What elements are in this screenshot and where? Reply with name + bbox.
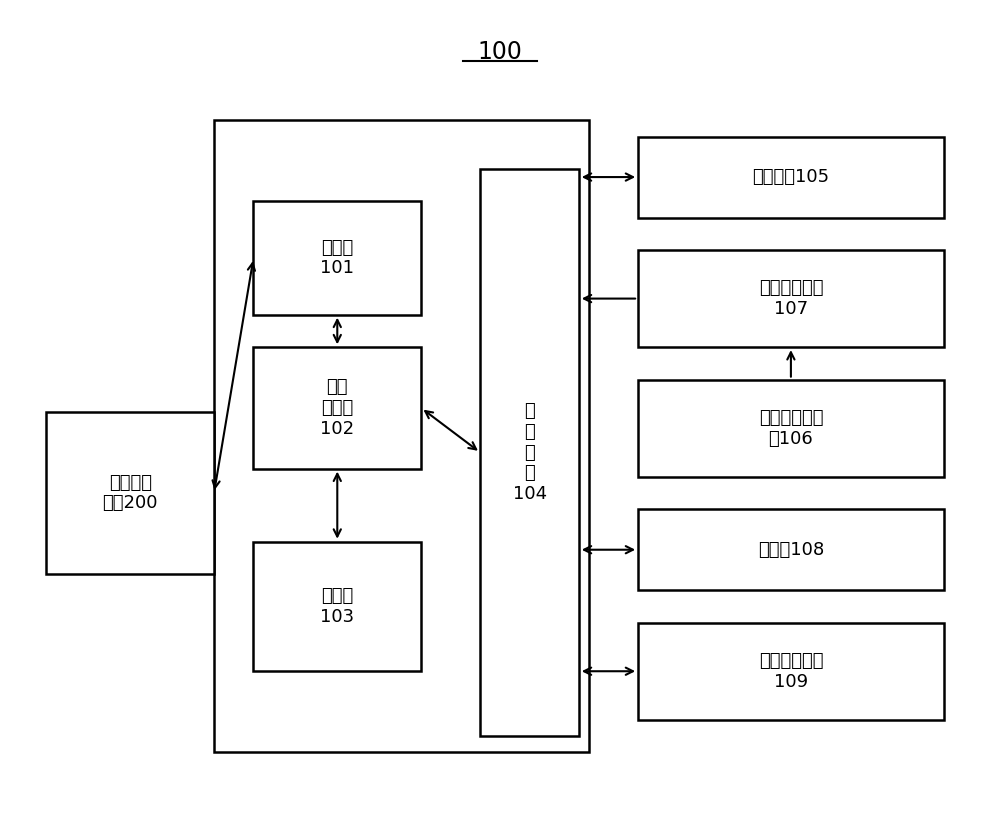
Text: 集成控制单元
109: 集成控制单元 109 bbox=[759, 652, 823, 691]
Text: 处理器
103: 处理器 103 bbox=[320, 587, 354, 625]
Bar bbox=[638, 137, 944, 218]
Text: 数据采集电路
107: 数据采集电路 107 bbox=[759, 279, 823, 318]
Bar bbox=[638, 250, 944, 347]
Text: 报警器108: 报警器108 bbox=[758, 541, 824, 559]
Text: 气体传感器阵
列106: 气体传感器阵 列106 bbox=[759, 409, 823, 447]
Bar bbox=[638, 509, 944, 590]
Text: 存储器
101: 存储器 101 bbox=[320, 239, 354, 278]
Bar bbox=[638, 623, 944, 720]
Bar bbox=[253, 541, 421, 672]
Text: 显示单元105: 显示单元105 bbox=[752, 168, 829, 186]
Bar bbox=[214, 120, 589, 752]
Bar bbox=[46, 412, 214, 574]
Bar bbox=[480, 169, 579, 736]
Text: 存储
控制器
102: 存储 控制器 102 bbox=[320, 378, 354, 438]
Bar bbox=[253, 347, 421, 469]
Bar bbox=[253, 201, 421, 315]
Text: 100: 100 bbox=[478, 40, 522, 63]
Bar bbox=[638, 380, 944, 477]
Text: 外
设
接
口
104: 外 设 接 口 104 bbox=[513, 402, 547, 503]
Text: 信号识别
装置200: 信号识别 装置200 bbox=[102, 474, 158, 513]
